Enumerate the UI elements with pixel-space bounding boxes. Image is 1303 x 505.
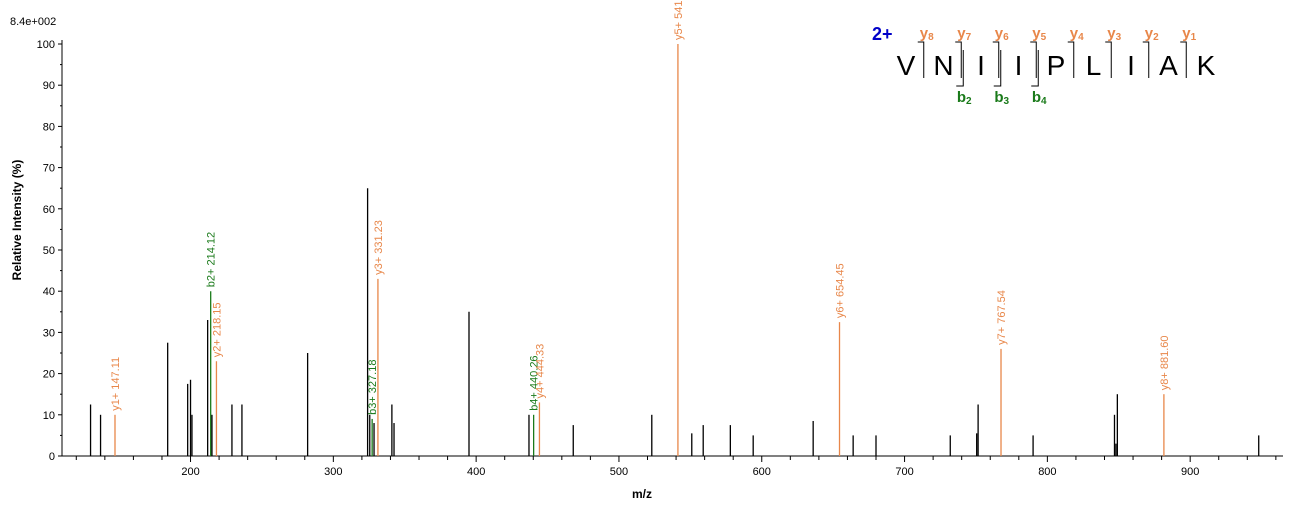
- sequence-residue: N: [933, 50, 953, 81]
- y-ion-bracket: [917, 41, 925, 78]
- b-ion-marker: b3: [994, 89, 1009, 107]
- y-ion-marker: y7: [957, 25, 971, 43]
- b-ion-label: b2+ 214.12: [206, 232, 218, 287]
- y-ion-label: y1+ 147.11: [110, 357, 122, 411]
- y-tick-label: 10: [43, 410, 55, 422]
- b-ion-bracket: [956, 50, 964, 87]
- y-ion-label: y8+ 881.60: [1159, 335, 1171, 390]
- x-tick-label: 600: [753, 466, 771, 478]
- x-tick-label: 700: [895, 466, 913, 478]
- b-ion-label: b4+ 440.26: [529, 355, 541, 410]
- x-tick-label: 500: [610, 466, 628, 478]
- y-ion-marker: y8: [920, 25, 934, 43]
- axes: 0 10 20 30 40 50 60 70 80 90 100 200 300 400 500 600 700…: [37, 39, 1283, 478]
- y-ion-bracket: [1105, 41, 1112, 78]
- y-ion-bracket: [992, 41, 1000, 78]
- x-tick-label: 900: [1181, 466, 1199, 478]
- y-ion-label: y2+ 218.15: [211, 302, 223, 357]
- sequence-residue: K: [1197, 50, 1216, 81]
- x-tick-label: 400: [467, 466, 485, 478]
- x-axis-title: m/z: [632, 487, 652, 501]
- y-ion-bracket: [1030, 41, 1037, 78]
- y-ion-bracket: [1142, 41, 1150, 78]
- y-ion-label: y7+ 767.54: [996, 290, 1008, 345]
- sequence-residue: P: [1047, 50, 1066, 81]
- peaks: [89, 44, 1260, 456]
- sequence-residue: L: [1086, 50, 1102, 81]
- y-tick-label: 50: [43, 245, 55, 257]
- y-tick-label: 60: [43, 204, 55, 216]
- y-tick-label: 80: [43, 121, 55, 133]
- sequence-residue: A: [1159, 50, 1178, 81]
- y-tick-label: 100: [37, 39, 55, 51]
- sequence-residue: I: [977, 50, 985, 81]
- x-tick-label: 300: [324, 466, 342, 478]
- max-intensity-label: 8.4e+002: [10, 16, 56, 28]
- b-ion-bracket: [993, 50, 1002, 87]
- y-ion-bracket: [1067, 41, 1075, 78]
- x-tick-label: 800: [1038, 466, 1056, 478]
- charge-state: 2+: [872, 24, 893, 44]
- b-ion-bracket: [1031, 50, 1039, 87]
- b-ion-marker: b4: [1032, 89, 1047, 107]
- x-tick-label: 200: [181, 466, 199, 478]
- b-ion-label: b3+ 327.18: [367, 360, 379, 415]
- sequence-residue: I: [1127, 50, 1135, 81]
- b-ion-marker: b2: [957, 89, 972, 107]
- y-ion-marker: y1: [1182, 25, 1196, 43]
- y-axis-title: Relative Intensity (%): [10, 160, 24, 281]
- y-ion-marker: y4: [1070, 25, 1084, 43]
- y-tick-label: 90: [43, 80, 55, 92]
- y-ion-marker: y5: [1032, 25, 1046, 43]
- y-ion-label: y3+ 331.23: [373, 220, 385, 275]
- y-ion-label: y4+ 444.33: [534, 344, 546, 399]
- y-ion-marker: y6: [995, 25, 1009, 43]
- y-ion-label: y5+ 541.3: [673, 0, 685, 40]
- y-ion-marker: y2: [1145, 25, 1159, 43]
- y-tick-label: 30: [43, 327, 55, 339]
- y-ion-marker: y3: [1107, 25, 1121, 43]
- y-ion-bracket: [955, 41, 962, 78]
- sequence-residue: I: [1015, 50, 1023, 81]
- peak-labels: y1+ 147.11 b2+ 214.12 y2+ 218.15 b3+ 327.18…: [110, 0, 1171, 415]
- y-ion-label: y6+ 654.45: [835, 263, 847, 318]
- y-tick-label: 0: [49, 451, 55, 463]
- sequence-residue: V: [897, 50, 916, 81]
- y-tick-label: 40: [43, 286, 55, 298]
- y-tick-label: 20: [43, 369, 55, 381]
- y-ion-bracket: [1180, 41, 1187, 78]
- y-tick-label: 70: [43, 163, 55, 175]
